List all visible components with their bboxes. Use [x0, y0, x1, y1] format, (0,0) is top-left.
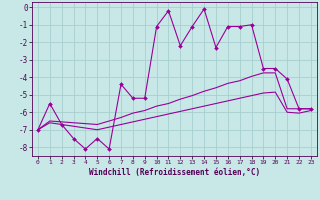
X-axis label: Windchill (Refroidissement éolien,°C): Windchill (Refroidissement éolien,°C) — [89, 168, 260, 177]
